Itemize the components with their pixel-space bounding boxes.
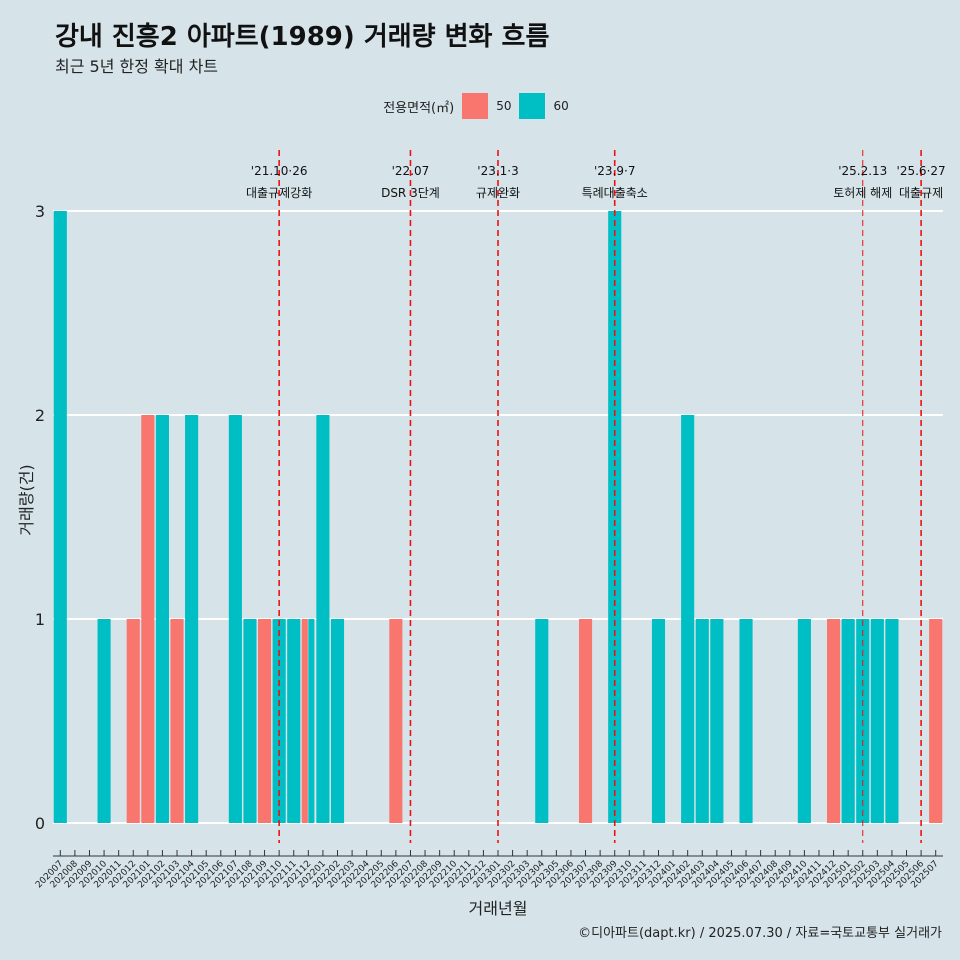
- y-axis-title: 거래량(건): [17, 464, 36, 535]
- event-date-202207: '22.07: [392, 164, 430, 178]
- bar-202206-50: [389, 619, 403, 823]
- bar-202403-60: [695, 619, 709, 823]
- event-label-202502: 토허제 해제: [833, 186, 892, 200]
- bar-202109-50: [257, 619, 272, 823]
- event-date-202110: '21.10·26: [251, 164, 308, 178]
- event-date-202506: '25.6·27: [897, 164, 946, 178]
- bar-202201-60: [316, 415, 330, 823]
- x-axis-title: 거래년월: [469, 899, 528, 918]
- chart-caption: ©디아파트(dapt.kr) / 2025.07.30 / 자료=국토교통부 실…: [578, 926, 942, 941]
- bar-202412-50: [827, 619, 841, 823]
- chart-title: 강내 진흥2 아파트(1989) 거래량 변화 흐름: [55, 22, 550, 52]
- bar-202202-60: [330, 619, 345, 823]
- bar-202101-50: [141, 415, 155, 823]
- bar-202112-60: [308, 619, 315, 823]
- bar-202010-60: [97, 619, 111, 823]
- legend: 전용면적(㎡) 50 60: [0, 93, 960, 119]
- bar-202112-50: [301, 619, 308, 823]
- event-date-202301: '23.1·3: [477, 164, 518, 178]
- event-date-202309: '23.9·7: [594, 164, 635, 178]
- bar-202504-60: [885, 619, 899, 823]
- legend-item-60: 60: [519, 93, 569, 119]
- legend-swatch-60: [519, 93, 546, 119]
- y-tick-label-3: 3: [35, 202, 45, 221]
- bar-202012-50: [126, 619, 140, 823]
- y-tick-label-1: 1: [35, 610, 45, 629]
- bar-202007-60: [53, 211, 67, 823]
- bar-202507-50: [929, 619, 943, 823]
- bar-202111-60: [287, 619, 301, 823]
- bar-202404-60: [710, 619, 724, 823]
- legend-swatch-50: [462, 93, 489, 119]
- bar-202102-60: [155, 415, 169, 823]
- event-label-202309: 특례대출축소: [582, 186, 648, 200]
- chart-subtitle: 최근 5년 한정 확대 차트: [55, 57, 219, 76]
- bar-202402-60: [681, 415, 695, 823]
- legend-item-50: 50: [462, 93, 511, 119]
- legend-title: 전용면적(㎡): [383, 100, 455, 116]
- bar-202501-60: [841, 619, 855, 823]
- bar-202108-60: [243, 619, 257, 823]
- bar-202312-60: [651, 619, 666, 823]
- bar-202309-60: [608, 211, 622, 823]
- bar-202307-50: [578, 619, 593, 823]
- bar-202406-60: [739, 619, 753, 823]
- legend-label-60: 60: [553, 99, 569, 113]
- bar-202107-60: [228, 415, 242, 823]
- event-label-202207: DSR 3단계: [381, 186, 440, 200]
- bar-202103-50: [170, 619, 184, 823]
- legend-label-50: 50: [496, 99, 512, 113]
- event-label-202506: 대출규제: [899, 186, 943, 200]
- event-date-202502: '25.2.13: [838, 164, 887, 178]
- bar-202503-60: [870, 619, 884, 823]
- event-label-202110: 대출규제강화: [246, 186, 312, 200]
- bar-202104-60: [185, 415, 199, 823]
- y-tick-label-2: 2: [35, 406, 45, 425]
- y-tick-label-0: 0: [35, 814, 45, 833]
- bar-202304-60: [535, 619, 549, 823]
- bar-202410-60: [797, 619, 811, 823]
- event-label-202301: 규제완화: [476, 186, 520, 200]
